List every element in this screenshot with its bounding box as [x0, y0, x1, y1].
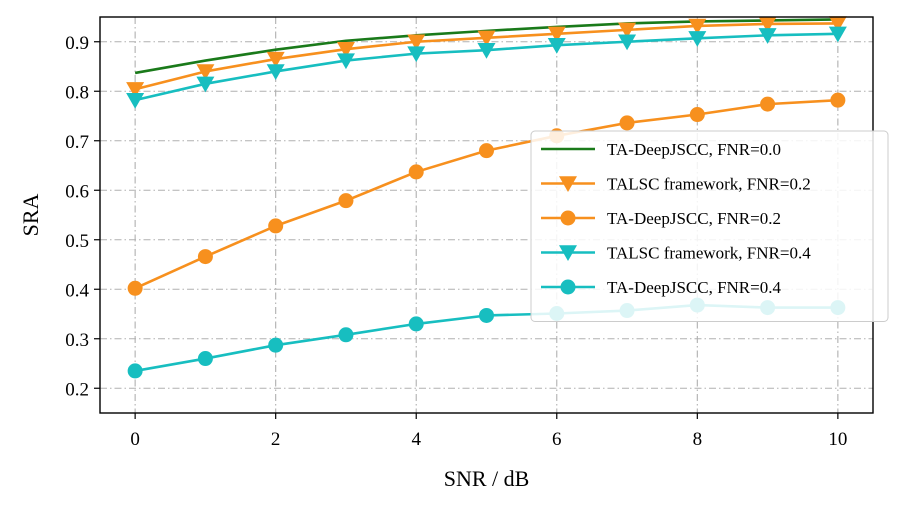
y-axis-label: SRA [18, 193, 43, 236]
x-tick-label: 4 [411, 429, 421, 450]
y-tick-label: 0.3 [65, 330, 89, 351]
x-tick-label: 0 [130, 429, 140, 450]
data-point [266, 64, 285, 80]
data-point [689, 107, 705, 123]
data-point [547, 38, 566, 54]
data-point [760, 96, 776, 112]
series-1 [126, 16, 847, 98]
x-tick-label: 6 [552, 429, 562, 450]
legend-label: TA-DeepJSCC, FNR=0.4 [607, 278, 781, 297]
data-point [338, 193, 354, 209]
data-point [127, 363, 143, 379]
data-point [268, 337, 284, 353]
data-point [338, 327, 354, 343]
y-tick-label: 0.4 [65, 280, 89, 301]
data-point [479, 143, 494, 159]
data-point [268, 218, 284, 234]
series-3 [126, 26, 847, 109]
data-point [197, 351, 213, 367]
x-tick-label: 10 [828, 429, 847, 450]
x-tick-label: 2 [271, 429, 281, 450]
legend-label: TA-DeepJSCC, FNR=0.2 [607, 209, 781, 228]
data-point [126, 92, 145, 109]
axis-ticks: 0 2 4 6 8 10 0.2 0.3 0.4 0.5 0.6 0.7 0.8 0.9 [65, 33, 847, 450]
y-tick-label: 0.7 [65, 132, 89, 153]
data-point [126, 82, 145, 98]
data-point [828, 26, 847, 43]
y-tick-label: 0.2 [65, 379, 89, 400]
data-point [197, 249, 213, 265]
data-point [619, 115, 635, 131]
data-point [408, 164, 424, 180]
data-point [408, 316, 424, 332]
data-point [688, 31, 707, 47]
data-point [618, 34, 637, 51]
data-point [688, 18, 707, 35]
data-point [336, 41, 355, 58]
y-tick-label: 0.6 [65, 181, 89, 202]
legend-marker [560, 210, 576, 226]
legend-label: TALSC framework, FNR=0.4 [607, 244, 811, 263]
data-point [758, 28, 777, 44]
data-point [407, 46, 426, 63]
y-tick-label: 0.5 [65, 231, 89, 252]
series-layer [126, 16, 847, 379]
data-point [830, 92, 846, 108]
legend-marker [560, 279, 576, 295]
data-point [618, 22, 637, 39]
legend-marker [559, 245, 577, 262]
data-point [479, 307, 494, 323]
data-point [196, 76, 215, 93]
legend-label: TA-DeepJSCC, FNR=0.0 [607, 140, 781, 159]
legend-box [530, 130, 889, 322]
data-point [477, 42, 496, 59]
legend: TA-DeepJSCC, FNR=0.0 TALSC framework, FNR… [530, 130, 889, 322]
data-point [196, 64, 215, 80]
data-point [127, 280, 143, 296]
data-point [547, 26, 566, 43]
data-point [336, 53, 355, 70]
legend-label: TALSC framework, FNR=0.2 [607, 175, 811, 194]
y-tick-label: 0.8 [65, 82, 89, 103]
data-point [477, 30, 496, 47]
x-tick-label: 8 [693, 429, 703, 450]
y-tick-label: 0.9 [65, 33, 89, 54]
data-point [407, 34, 426, 51]
data-point [266, 51, 285, 68]
legend-marker [559, 176, 577, 193]
data-point [758, 16, 777, 33]
data-point [828, 16, 847, 32]
x-axis-label: SNR / dB [444, 466, 530, 491]
